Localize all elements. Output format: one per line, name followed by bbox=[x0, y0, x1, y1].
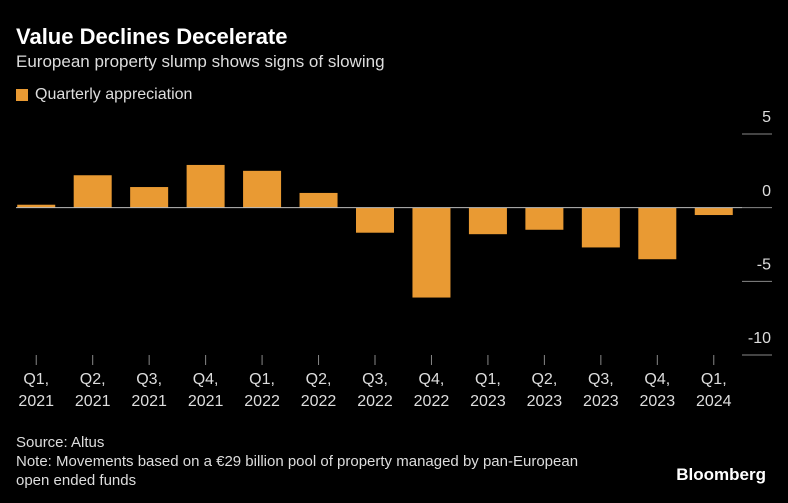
bar bbox=[581, 207, 620, 248]
bar bbox=[694, 207, 733, 216]
bar bbox=[186, 164, 225, 208]
x-tick-label: Q1, 2024 bbox=[695, 371, 732, 410]
y-tick-label: -10 bbox=[748, 330, 771, 347]
source: Source: Altus bbox=[16, 434, 105, 451]
y-tick-label: 5 bbox=[762, 109, 771, 126]
x-tick-label: Q4, 2022 bbox=[413, 371, 450, 410]
y-tick-label: -5 bbox=[757, 257, 771, 274]
bar bbox=[412, 207, 451, 298]
y-tick-label: 0 bbox=[762, 183, 771, 200]
x-tick-label: Q3, 2021 bbox=[131, 371, 167, 410]
bar bbox=[73, 175, 112, 208]
x-tick-label: Q2, 2023 bbox=[526, 371, 563, 410]
bar bbox=[525, 207, 564, 230]
x-tick-label: Q1, 2022 bbox=[244, 371, 280, 410]
brand: Bloomberg bbox=[676, 465, 766, 484]
bar bbox=[243, 170, 282, 208]
bar bbox=[468, 207, 507, 235]
x-tick-label: Q4, 2023 bbox=[639, 371, 676, 410]
chart-title: Value Declines Decelerate bbox=[16, 24, 288, 49]
legend: Quarterly appreciation bbox=[16, 86, 192, 104]
bar bbox=[130, 187, 169, 208]
x-tick-label: Q2, 2022 bbox=[300, 371, 337, 410]
x-tick-label: Q2, 2021 bbox=[74, 371, 111, 410]
note: Note: Movements based on a €29 billion p… bbox=[16, 453, 579, 489]
bar bbox=[17, 204, 56, 208]
x-tick-label: Q1, 2021 bbox=[18, 371, 55, 410]
legend-swatch bbox=[16, 89, 28, 101]
x-tick-label: Q3, 2023 bbox=[583, 371, 619, 410]
x-tick-label: Q1, 2023 bbox=[470, 371, 506, 410]
bar bbox=[356, 207, 394, 233]
chart-subtitle: European property slump shows signs of s… bbox=[16, 52, 385, 71]
x-tick-label: Q3, 2022 bbox=[357, 371, 393, 410]
legend-label: Quarterly appreciation bbox=[35, 86, 193, 103]
bar bbox=[638, 207, 677, 260]
x-tick-label: Q4, 2021 bbox=[187, 371, 224, 410]
bar bbox=[299, 192, 338, 208]
